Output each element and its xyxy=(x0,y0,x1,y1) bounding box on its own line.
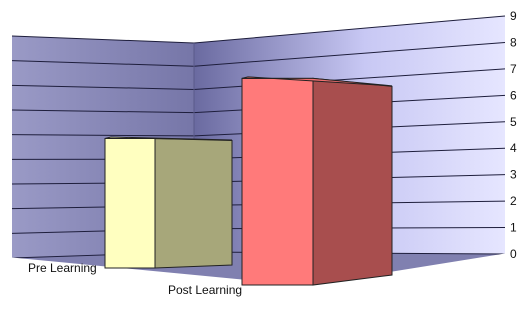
y-tick-label: 2 xyxy=(510,194,517,208)
y-tick-label: 0 xyxy=(510,247,517,261)
bar xyxy=(241,76,393,286)
x-category-label: Post Learning xyxy=(168,283,242,297)
bar-front-face xyxy=(241,77,314,286)
y-tick-label: 8 xyxy=(510,35,517,49)
bar-top-face xyxy=(241,76,393,87)
x-category-label: Pre Learning xyxy=(28,261,97,275)
y-tick-label: 6 xyxy=(510,88,517,102)
bar-top-face xyxy=(104,136,233,141)
x-axis-category-labels: Pre Learning Post Learning xyxy=(28,261,242,297)
bar-side-face xyxy=(154,138,233,269)
y-tick-label: 4 xyxy=(510,141,517,155)
y-tick-label: 3 xyxy=(510,168,517,182)
bar xyxy=(104,136,233,269)
gridlines xyxy=(11,15,506,287)
y-tick-label: 5 xyxy=(510,115,517,129)
bar-side-face xyxy=(312,77,393,286)
y-tick-label: 7 xyxy=(510,62,517,76)
bar-front-face xyxy=(104,138,156,269)
y-axis-tick-labels: 0 1 2 3 4 5 6 7 8 9 xyxy=(510,9,517,261)
bars xyxy=(104,76,393,286)
y-tick-label: 9 xyxy=(510,9,517,23)
y-tick-label: 1 xyxy=(510,221,517,235)
